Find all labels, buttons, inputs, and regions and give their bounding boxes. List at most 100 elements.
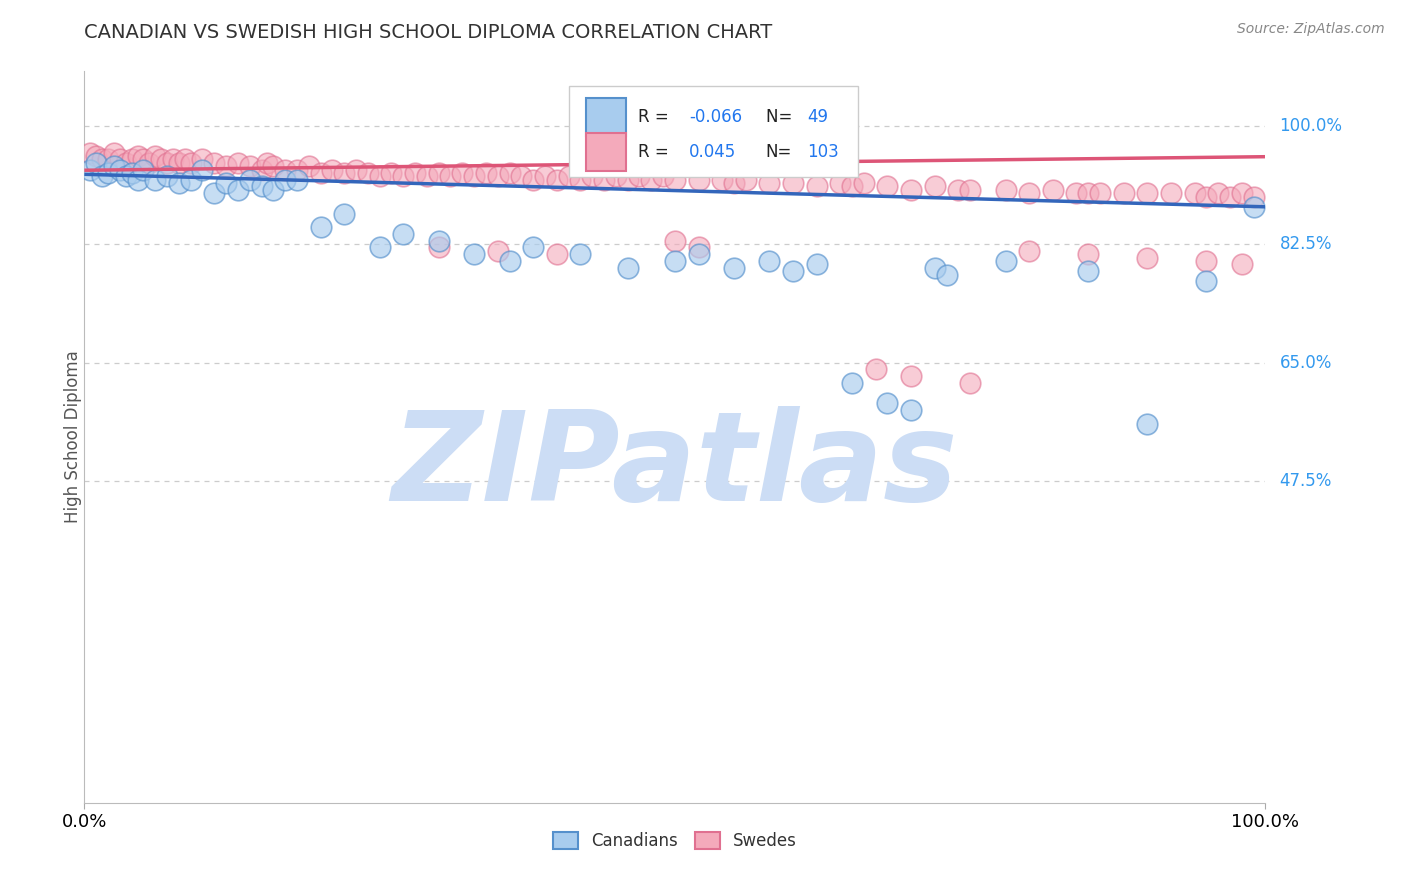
Point: [1077, 247, 1099, 261]
Point: [191, 153, 214, 167]
Point: [91, 169, 114, 184]
Point: [103, 159, 125, 173]
Point: [510, 169, 533, 184]
Point: [876, 396, 898, 410]
Point: [156, 169, 179, 184]
Point: [1088, 186, 1111, 201]
Point: [463, 169, 485, 184]
Point: [108, 162, 131, 177]
Point: [392, 169, 415, 184]
Point: [309, 220, 332, 235]
Point: [368, 169, 391, 184]
Point: [935, 268, 957, 282]
Point: [475, 166, 498, 180]
Point: [1077, 264, 1099, 278]
Point: [202, 156, 225, 170]
Point: [285, 162, 308, 177]
Point: [782, 176, 804, 190]
Point: [948, 183, 970, 197]
Point: [806, 179, 828, 194]
Point: [1184, 186, 1206, 201]
Point: [150, 153, 173, 167]
Point: [167, 176, 190, 190]
Point: [1230, 257, 1253, 271]
Point: [298, 159, 321, 173]
Text: R =: R =: [638, 143, 675, 161]
Point: [806, 257, 828, 271]
Point: [173, 153, 195, 167]
Point: [1042, 183, 1064, 197]
Point: [900, 369, 922, 384]
Point: [994, 183, 1017, 197]
Point: [664, 254, 686, 268]
Text: Source: ZipAtlas.com: Source: ZipAtlas.com: [1237, 22, 1385, 37]
Point: [357, 166, 380, 180]
Point: [103, 145, 125, 160]
Point: [723, 176, 745, 190]
Point: [1136, 417, 1159, 431]
Point: [1160, 186, 1182, 201]
Point: [841, 376, 863, 390]
Point: [114, 169, 136, 184]
Point: [132, 162, 155, 177]
Point: [156, 156, 179, 170]
Point: [84, 149, 107, 163]
Point: [215, 159, 238, 173]
Point: [557, 169, 579, 184]
Point: [628, 169, 651, 184]
Point: [427, 166, 450, 180]
Point: [368, 240, 391, 254]
Point: [167, 156, 190, 170]
Point: [180, 172, 202, 186]
Point: [416, 169, 439, 184]
Point: [226, 156, 249, 170]
Point: [734, 172, 756, 186]
Point: [239, 172, 262, 186]
Point: [522, 240, 544, 254]
Point: [569, 247, 592, 261]
Text: 100.0%: 100.0%: [1279, 117, 1343, 135]
Point: [91, 153, 114, 167]
Point: [498, 254, 520, 268]
Point: [274, 172, 297, 186]
Point: [711, 172, 734, 186]
Point: [900, 403, 922, 417]
Point: [121, 153, 143, 167]
Point: [162, 153, 184, 167]
Point: [664, 172, 686, 186]
Point: [262, 183, 284, 197]
Text: R =: R =: [638, 109, 675, 127]
Point: [688, 172, 710, 186]
Point: [688, 240, 710, 254]
Point: [333, 166, 356, 180]
Point: [841, 179, 863, 194]
Point: [1018, 244, 1040, 258]
Point: [262, 159, 284, 173]
Point: [900, 183, 922, 197]
Point: [321, 162, 343, 177]
Point: [121, 166, 143, 180]
Point: [250, 179, 273, 194]
Text: N=: N=: [766, 143, 792, 161]
Point: [427, 240, 450, 254]
Point: [758, 254, 780, 268]
Point: [274, 162, 297, 177]
Text: 47.5%: 47.5%: [1279, 472, 1331, 490]
Point: [202, 186, 225, 201]
FancyBboxPatch shape: [586, 133, 627, 171]
Point: [392, 227, 415, 241]
Point: [569, 172, 592, 186]
Point: [143, 149, 166, 163]
FancyBboxPatch shape: [568, 86, 858, 178]
Point: [486, 169, 509, 184]
Point: [723, 260, 745, 275]
Point: [546, 172, 568, 186]
Point: [1112, 186, 1135, 201]
Point: [79, 145, 101, 160]
Legend: Canadians, Swedes: Canadians, Swedes: [547, 825, 803, 856]
Point: [758, 176, 780, 190]
Point: [959, 183, 981, 197]
Point: [1136, 251, 1159, 265]
Point: [498, 166, 520, 180]
Point: [127, 172, 149, 186]
